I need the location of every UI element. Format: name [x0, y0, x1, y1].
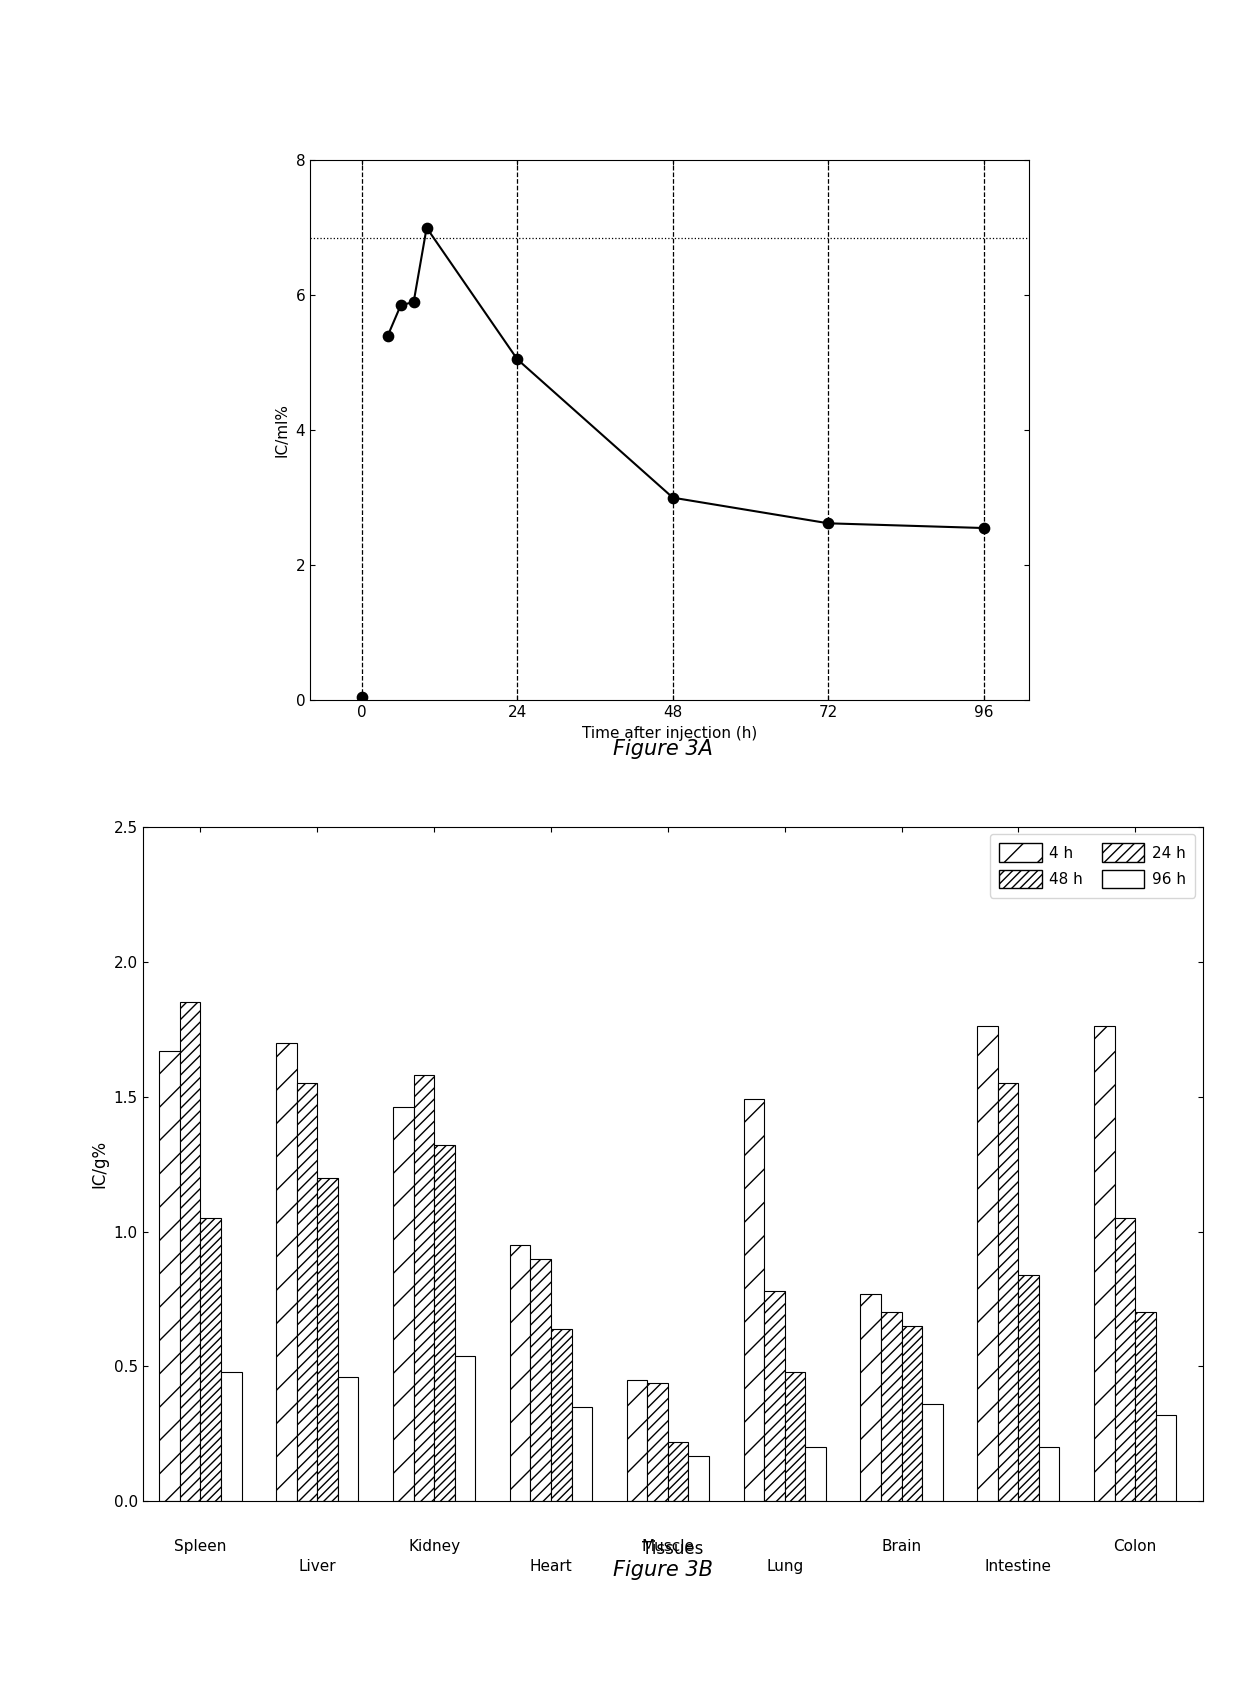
Bar	[510, 1245, 531, 1501]
Bar	[764, 1291, 785, 1501]
Point	[663, 484, 683, 511]
Text: Kidney: Kidney	[408, 1539, 460, 1554]
Bar	[861, 1294, 880, 1501]
Bar	[998, 1083, 1018, 1501]
Bar	[688, 1456, 709, 1501]
Point	[378, 322, 398, 349]
Bar	[531, 1259, 551, 1501]
Text: Muscle: Muscle	[641, 1539, 694, 1554]
Bar	[1018, 1275, 1039, 1501]
Bar	[434, 1145, 455, 1501]
Bar	[1135, 1312, 1156, 1501]
Bar	[785, 1372, 805, 1501]
Bar	[977, 1026, 998, 1501]
Bar	[880, 1312, 901, 1501]
Bar	[317, 1178, 337, 1501]
Bar	[626, 1380, 647, 1501]
Bar	[160, 1051, 180, 1501]
Bar	[296, 1083, 317, 1501]
Bar	[744, 1100, 764, 1501]
Bar	[805, 1447, 826, 1501]
Bar	[1156, 1415, 1177, 1501]
Y-axis label: IC/ml%: IC/ml%	[275, 403, 290, 457]
Text: Figure 3B: Figure 3B	[614, 1560, 713, 1581]
Bar	[277, 1043, 296, 1501]
Text: Brain: Brain	[882, 1539, 921, 1554]
Point	[417, 214, 436, 241]
Bar	[455, 1356, 475, 1501]
Text: Lung: Lung	[766, 1559, 804, 1574]
Bar	[1094, 1026, 1115, 1501]
Bar	[647, 1383, 668, 1501]
X-axis label: Tissues: Tissues	[642, 1540, 703, 1559]
Text: Liver: Liver	[299, 1559, 336, 1574]
Bar	[221, 1372, 242, 1501]
Text: Figure 3A: Figure 3A	[614, 739, 713, 759]
Bar	[201, 1218, 221, 1501]
Point	[404, 288, 424, 315]
Bar	[1115, 1218, 1135, 1501]
Bar	[414, 1075, 434, 1501]
Y-axis label: IC/g%: IC/g%	[91, 1140, 108, 1188]
Bar	[901, 1326, 923, 1501]
Text: Intestine: Intestine	[985, 1559, 1052, 1574]
Bar	[572, 1407, 593, 1501]
Point	[818, 509, 838, 536]
Bar	[180, 1002, 201, 1501]
Bar	[668, 1442, 688, 1501]
Bar	[1039, 1447, 1059, 1501]
Text: Heart: Heart	[529, 1559, 573, 1574]
Bar	[393, 1107, 414, 1501]
Point	[973, 515, 993, 542]
Bar	[551, 1329, 572, 1501]
Bar	[923, 1404, 942, 1501]
Bar	[337, 1377, 358, 1501]
Text: Spleen: Spleen	[175, 1539, 227, 1554]
X-axis label: Time after injection (h): Time after injection (h)	[582, 725, 758, 741]
Point	[391, 292, 410, 319]
Point	[352, 683, 372, 710]
Legend: 4 h, 48 h, 24 h, 96 h: 4 h, 48 h, 24 h, 96 h	[990, 835, 1195, 897]
Point	[507, 346, 527, 373]
Text: Colon: Colon	[1114, 1539, 1157, 1554]
